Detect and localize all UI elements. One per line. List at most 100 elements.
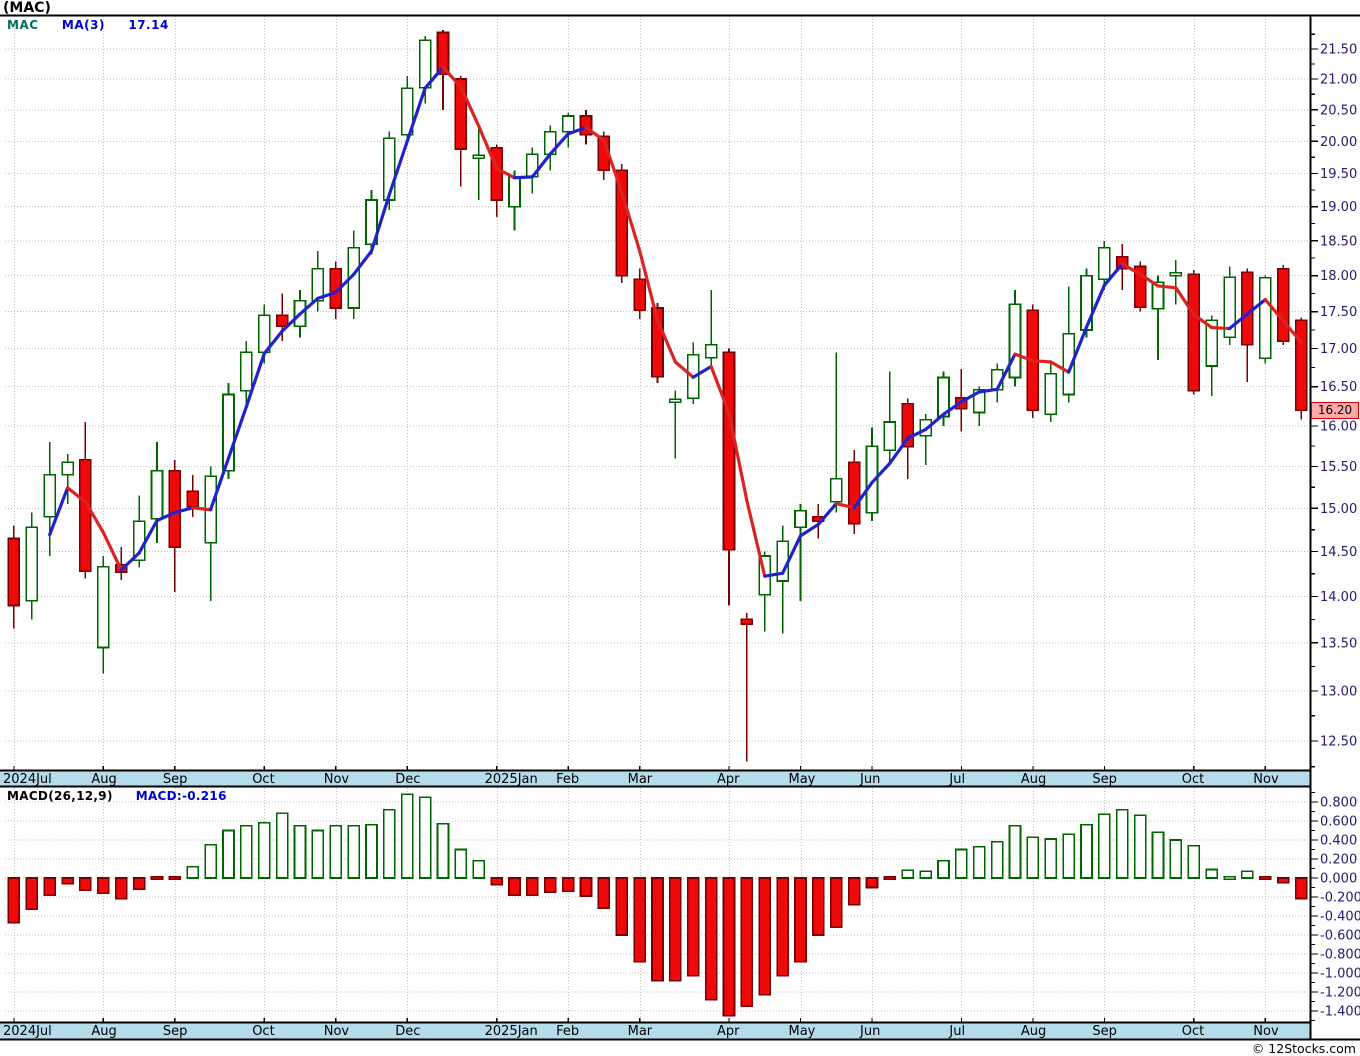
macd-bar-positive xyxy=(418,796,432,879)
candle-up xyxy=(43,473,56,518)
macd-bar-negative xyxy=(776,877,789,977)
month-label: Dec xyxy=(395,772,420,787)
candle-up xyxy=(61,461,74,476)
macd-legend-label: MACD(26,12,9) xyxy=(7,789,113,803)
candle-down xyxy=(1133,265,1147,309)
candle-up xyxy=(669,398,682,404)
candle-down xyxy=(722,351,736,551)
macd-bar-negative xyxy=(490,877,503,886)
macd-bar-positive xyxy=(1026,836,1040,879)
macd-bar-negative xyxy=(97,877,110,894)
price-tick-label: 19.00 xyxy=(1320,200,1357,215)
candle-up xyxy=(383,137,396,201)
ma3-line-segment xyxy=(1210,325,1232,331)
candle-up xyxy=(1169,271,1183,277)
candle-down xyxy=(1276,267,1290,342)
candle-down xyxy=(186,490,200,508)
macd-bar-negative xyxy=(61,877,74,885)
price-tick-label: 12.50 xyxy=(1320,734,1357,749)
ma3-line-segment xyxy=(316,290,338,300)
ma3-line-segment xyxy=(781,534,803,575)
macd-bar-negative xyxy=(543,877,557,894)
macd-bar-negative xyxy=(1276,877,1290,884)
month-label: Aug xyxy=(91,1024,116,1039)
macd-bar-positive xyxy=(365,823,378,879)
macd-bar-negative xyxy=(43,877,56,896)
month-label: Oct xyxy=(252,772,274,787)
macd-tick-label: 0.000 xyxy=(1320,872,1357,887)
month-label: Apr xyxy=(717,772,740,787)
macd-bar-positive xyxy=(329,824,343,879)
price-tick-label: 21.00 xyxy=(1320,73,1357,88)
macd-tick-label: -1.200 xyxy=(1320,986,1360,1001)
macd-bar-positive xyxy=(204,843,217,879)
price-tick-label: 21.50 xyxy=(1320,43,1357,58)
macd-tick-label: -0.800 xyxy=(1320,948,1360,963)
candle-up xyxy=(1008,303,1022,379)
macd-bar-negative xyxy=(704,877,718,1001)
price-tick-label: 19.50 xyxy=(1320,167,1357,182)
candle-up xyxy=(561,115,575,133)
macd-bar-negative xyxy=(669,877,682,982)
candle-down xyxy=(901,403,915,448)
ma3-line-segment xyxy=(423,65,445,90)
price-tick-label: 15.50 xyxy=(1320,460,1357,475)
ma3-line-segment xyxy=(334,272,356,294)
ma3-line-segment xyxy=(709,364,731,415)
price-tick-label: 16.00 xyxy=(1320,419,1357,434)
ma3-line-segment xyxy=(798,522,820,538)
month-label: 2024Jul xyxy=(3,1024,52,1039)
macd-bar-negative xyxy=(579,877,593,897)
ma3-line-segment xyxy=(155,511,177,523)
ma3-line-segment xyxy=(351,249,374,277)
ma3-line-segment xyxy=(191,506,213,512)
candle-up xyxy=(883,421,897,451)
price-tick-label: 13.50 xyxy=(1320,636,1357,651)
macd-bar-positive xyxy=(293,824,307,879)
candle-up xyxy=(150,469,164,520)
macd-bar-negative xyxy=(7,877,21,924)
ma3-line-segment xyxy=(298,296,320,316)
price-tick-label: 14.00 xyxy=(1320,590,1357,605)
macd-bar-positive xyxy=(1115,808,1129,879)
ma3-line-segment xyxy=(1013,352,1035,363)
ma3-line-segment xyxy=(655,318,677,364)
ma3-line-segment xyxy=(477,124,499,170)
month-label: May xyxy=(789,772,816,787)
legend-symbol: MAC xyxy=(7,18,39,32)
ma3-line-segment xyxy=(1174,286,1196,317)
month-label: Oct xyxy=(1182,772,1204,787)
month-label: Nov xyxy=(1253,772,1279,787)
candle-down xyxy=(651,307,664,378)
month-label: Nov xyxy=(324,1024,350,1039)
macd-xaxis-band xyxy=(0,1022,1310,1040)
ma3-line-segment xyxy=(870,461,892,485)
ma3-line-segment xyxy=(495,166,517,180)
candle-up xyxy=(1205,319,1218,367)
page-title: (MAC) xyxy=(3,0,51,16)
macd-bar-positive xyxy=(1044,838,1058,879)
ma3-line-segment xyxy=(745,499,767,578)
candle-up xyxy=(97,565,110,649)
month-label: Nov xyxy=(1253,1024,1279,1039)
ma3-line-segment xyxy=(816,501,838,526)
ma3-line-segment xyxy=(602,138,624,194)
macd-bar-negative xyxy=(794,877,807,963)
macd-bar-positive xyxy=(472,860,486,879)
macd-tick-label: 0.600 xyxy=(1320,815,1357,830)
macd-tick-label: -0.600 xyxy=(1320,929,1360,944)
ma3-line-segment xyxy=(208,456,231,512)
macd-bar-positive xyxy=(311,829,325,879)
candle-up xyxy=(400,87,414,136)
macd-bar-positive xyxy=(1169,839,1183,879)
macd-bar-negative xyxy=(526,877,539,896)
ma3-line-segment xyxy=(280,312,302,333)
ma3-line-segment xyxy=(1120,262,1142,276)
candle-down xyxy=(740,618,754,625)
candle-down xyxy=(633,278,646,312)
macd-bar-positive xyxy=(1008,824,1022,879)
macd-bar-negative xyxy=(758,877,772,996)
macd-bar-positive xyxy=(383,808,396,879)
candle-down xyxy=(579,115,593,136)
macd-bar-positive xyxy=(347,824,360,879)
